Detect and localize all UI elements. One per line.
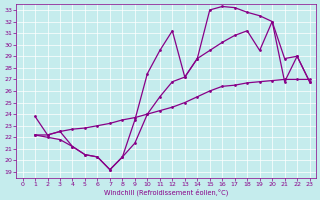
X-axis label: Windchill (Refroidissement éolien,°C): Windchill (Refroidissement éolien,°C) xyxy=(104,188,228,196)
